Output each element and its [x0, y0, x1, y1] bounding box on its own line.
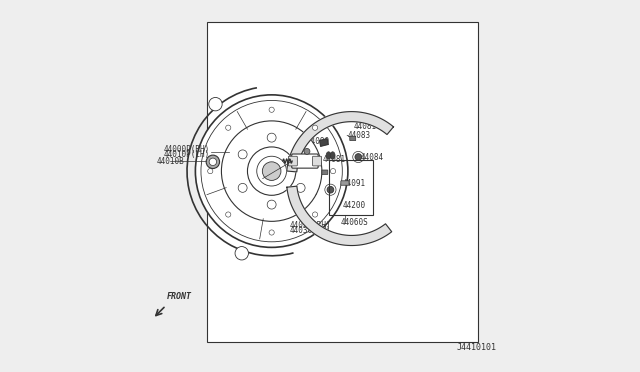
Circle shape — [195, 95, 348, 247]
Circle shape — [269, 230, 275, 235]
Bar — [329, 160, 373, 215]
Ellipse shape — [330, 152, 335, 159]
Circle shape — [257, 156, 287, 186]
FancyBboxPatch shape — [341, 181, 349, 185]
FancyBboxPatch shape — [322, 170, 328, 174]
Text: 44020(RH): 44020(RH) — [289, 221, 331, 230]
Text: 44060S: 44060S — [340, 218, 368, 227]
Circle shape — [235, 247, 248, 260]
Circle shape — [296, 183, 305, 192]
FancyBboxPatch shape — [312, 156, 321, 166]
Text: 44083: 44083 — [348, 131, 371, 140]
Text: 44180(RH): 44180(RH) — [264, 171, 305, 180]
Circle shape — [262, 162, 281, 180]
Circle shape — [312, 212, 317, 217]
Text: 44090: 44090 — [306, 137, 330, 146]
Circle shape — [269, 107, 275, 112]
Circle shape — [327, 186, 334, 193]
Circle shape — [238, 183, 247, 192]
Text: 44010B: 44010B — [157, 157, 185, 166]
Text: 44051: 44051 — [291, 161, 314, 170]
Text: 44091: 44091 — [342, 179, 365, 187]
Text: 44030(LH): 44030(LH) — [289, 226, 331, 235]
FancyBboxPatch shape — [289, 156, 298, 166]
Text: 44083: 44083 — [293, 169, 316, 178]
Text: 44180+A(LH): 44180+A(LH) — [264, 177, 314, 186]
FancyBboxPatch shape — [349, 136, 356, 141]
Circle shape — [267, 200, 276, 209]
Bar — [207, 22, 478, 342]
Circle shape — [267, 133, 276, 142]
Text: 44084: 44084 — [295, 189, 318, 198]
Text: FRONT: FRONT — [167, 292, 192, 301]
Circle shape — [209, 97, 222, 111]
Text: J4410101: J4410101 — [457, 343, 497, 352]
Polygon shape — [319, 139, 328, 146]
Circle shape — [207, 169, 213, 174]
Text: 44010P(LH): 44010P(LH) — [164, 150, 211, 159]
Polygon shape — [287, 186, 392, 246]
Circle shape — [226, 212, 231, 217]
Ellipse shape — [326, 152, 331, 159]
Text: 44081: 44081 — [323, 155, 346, 164]
Text: 44000P(RH): 44000P(RH) — [164, 145, 211, 154]
Polygon shape — [287, 112, 394, 172]
Circle shape — [304, 148, 310, 154]
Circle shape — [330, 169, 335, 174]
Circle shape — [221, 121, 322, 221]
Circle shape — [238, 150, 247, 159]
Circle shape — [248, 147, 296, 195]
Circle shape — [206, 155, 220, 169]
Text: 44200: 44200 — [342, 201, 365, 210]
Circle shape — [296, 150, 305, 159]
Circle shape — [355, 154, 362, 160]
Circle shape — [312, 125, 317, 130]
Text: 44081: 44081 — [353, 122, 376, 131]
Circle shape — [209, 158, 216, 166]
Text: 44084: 44084 — [361, 153, 384, 162]
Circle shape — [226, 125, 231, 130]
FancyBboxPatch shape — [292, 154, 318, 168]
